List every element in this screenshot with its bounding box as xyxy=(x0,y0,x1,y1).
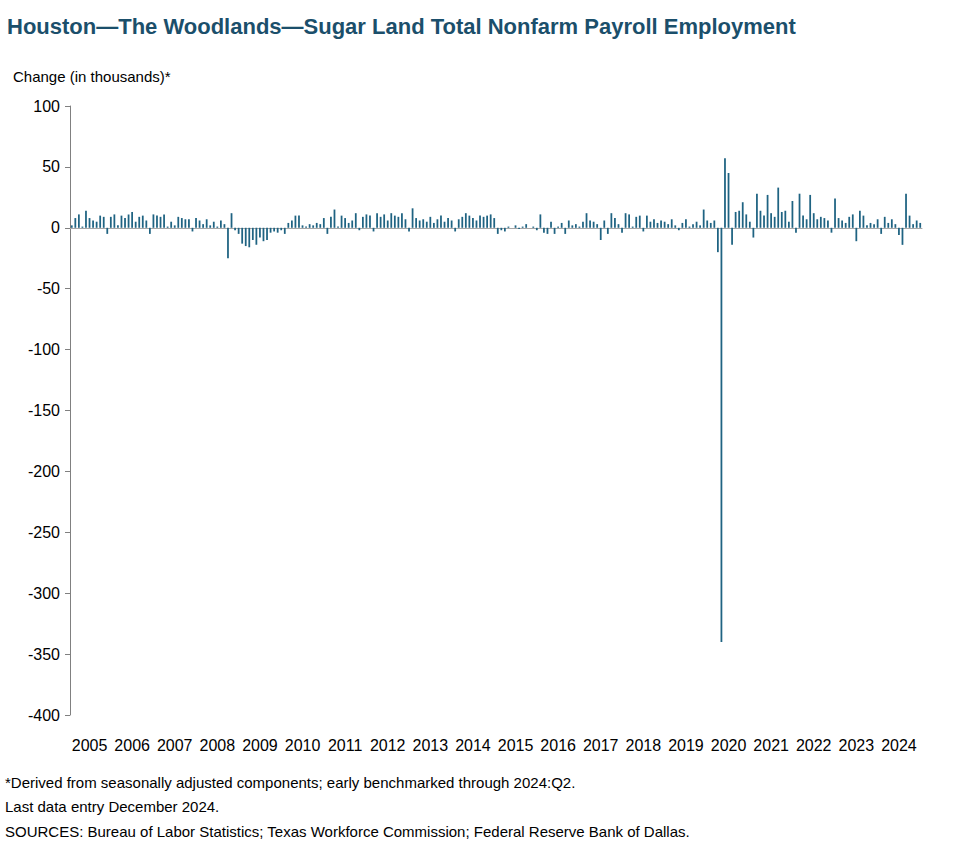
svg-text:SOURCES: Bureau of Labor Stati: SOURCES: Bureau of Labor Statistics; Tex… xyxy=(5,823,690,840)
svg-text:-350: -350 xyxy=(28,646,60,663)
svg-text:2012: 2012 xyxy=(370,737,406,754)
svg-text:2014: 2014 xyxy=(455,737,491,754)
svg-text:*Derived from seasonally adjus: *Derived from seasonally adjusted compon… xyxy=(5,774,575,791)
svg-text:-150: -150 xyxy=(28,402,60,419)
svg-text:2021: 2021 xyxy=(753,737,789,754)
svg-text:Last data entry December 2024.: Last data entry December 2024. xyxy=(5,798,219,815)
svg-text:-250: -250 xyxy=(28,524,60,541)
svg-text:2011: 2011 xyxy=(328,737,363,754)
svg-text:2017: 2017 xyxy=(583,737,619,754)
svg-text:-400: -400 xyxy=(28,707,60,724)
svg-text:2020: 2020 xyxy=(711,737,747,754)
svg-text:2006: 2006 xyxy=(114,737,150,754)
svg-text:100: 100 xyxy=(33,98,60,115)
svg-text:2016: 2016 xyxy=(540,737,576,754)
svg-text:2013: 2013 xyxy=(413,737,449,754)
svg-text:2008: 2008 xyxy=(200,737,236,754)
svg-text:-100: -100 xyxy=(28,341,60,358)
svg-text:2005: 2005 xyxy=(72,737,108,754)
svg-text:2009: 2009 xyxy=(242,737,278,754)
svg-text:Change (in thousands)*: Change (in thousands)* xyxy=(13,68,171,85)
svg-text:-300: -300 xyxy=(28,585,60,602)
svg-text:-200: -200 xyxy=(28,463,60,480)
svg-text:2024: 2024 xyxy=(881,737,917,754)
svg-text:-50: -50 xyxy=(37,280,60,297)
svg-text:2022: 2022 xyxy=(796,737,832,754)
svg-text:2018: 2018 xyxy=(626,737,662,754)
svg-text:2023: 2023 xyxy=(839,737,875,754)
svg-text:0: 0 xyxy=(51,219,60,236)
svg-text:Houston—The Woodlands—Sugar La: Houston—The Woodlands—Sugar Land Total N… xyxy=(7,14,796,39)
svg-text:2007: 2007 xyxy=(157,737,193,754)
svg-text:2019: 2019 xyxy=(668,737,704,754)
svg-text:2010: 2010 xyxy=(285,737,321,754)
svg-text:50: 50 xyxy=(42,158,60,175)
svg-text:2015: 2015 xyxy=(498,737,534,754)
